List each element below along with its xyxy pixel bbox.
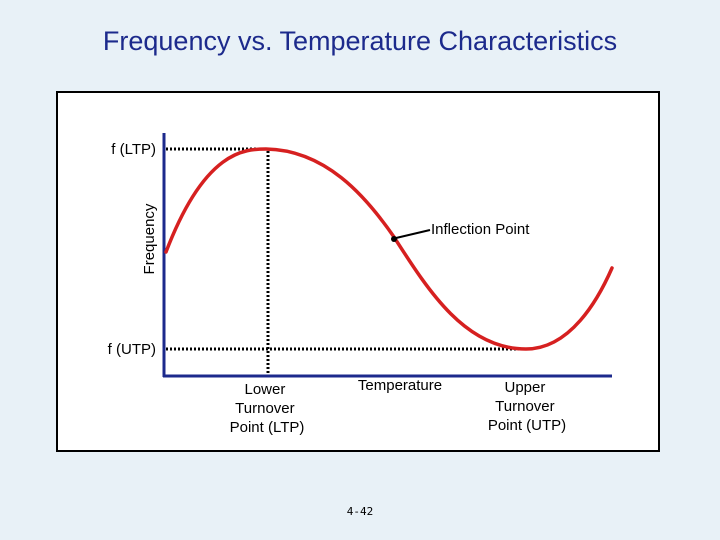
lower-turnover-line-3: Point (LTP) <box>230 419 305 436</box>
lower-turnover-label: Lower Turnover Point (LTP) <box>230 381 305 436</box>
upper-turnover-label: Upper Turnover Point (UTP) <box>488 379 566 434</box>
inflection-pointer <box>395 229 431 239</box>
inflection-dot <box>391 236 397 242</box>
lower-turnover-line-2: Turnover <box>235 400 294 417</box>
lower-turnover-line-1: Lower <box>244 381 285 398</box>
upper-turnover-line-1: Upper <box>504 379 545 396</box>
inflection-label: Inflection Point <box>431 221 530 238</box>
f-ltp-label: f (LTP) <box>111 141 156 158</box>
x-axis-label: Temperature <box>358 377 442 394</box>
f-utp-label: f (UTP) <box>108 341 156 358</box>
diagram-panel <box>56 91 660 452</box>
frequency-curve <box>164 147 614 351</box>
slide-title: Frequency vs. Temperature Characteristic… <box>102 26 618 56</box>
y-axis-label: Frequency <box>141 203 158 274</box>
page-number: 4-42 <box>346 505 374 518</box>
upper-turnover-line-2: Turnover <box>495 398 554 415</box>
upper-turnover-line-3: Point (UTP) <box>488 417 566 434</box>
